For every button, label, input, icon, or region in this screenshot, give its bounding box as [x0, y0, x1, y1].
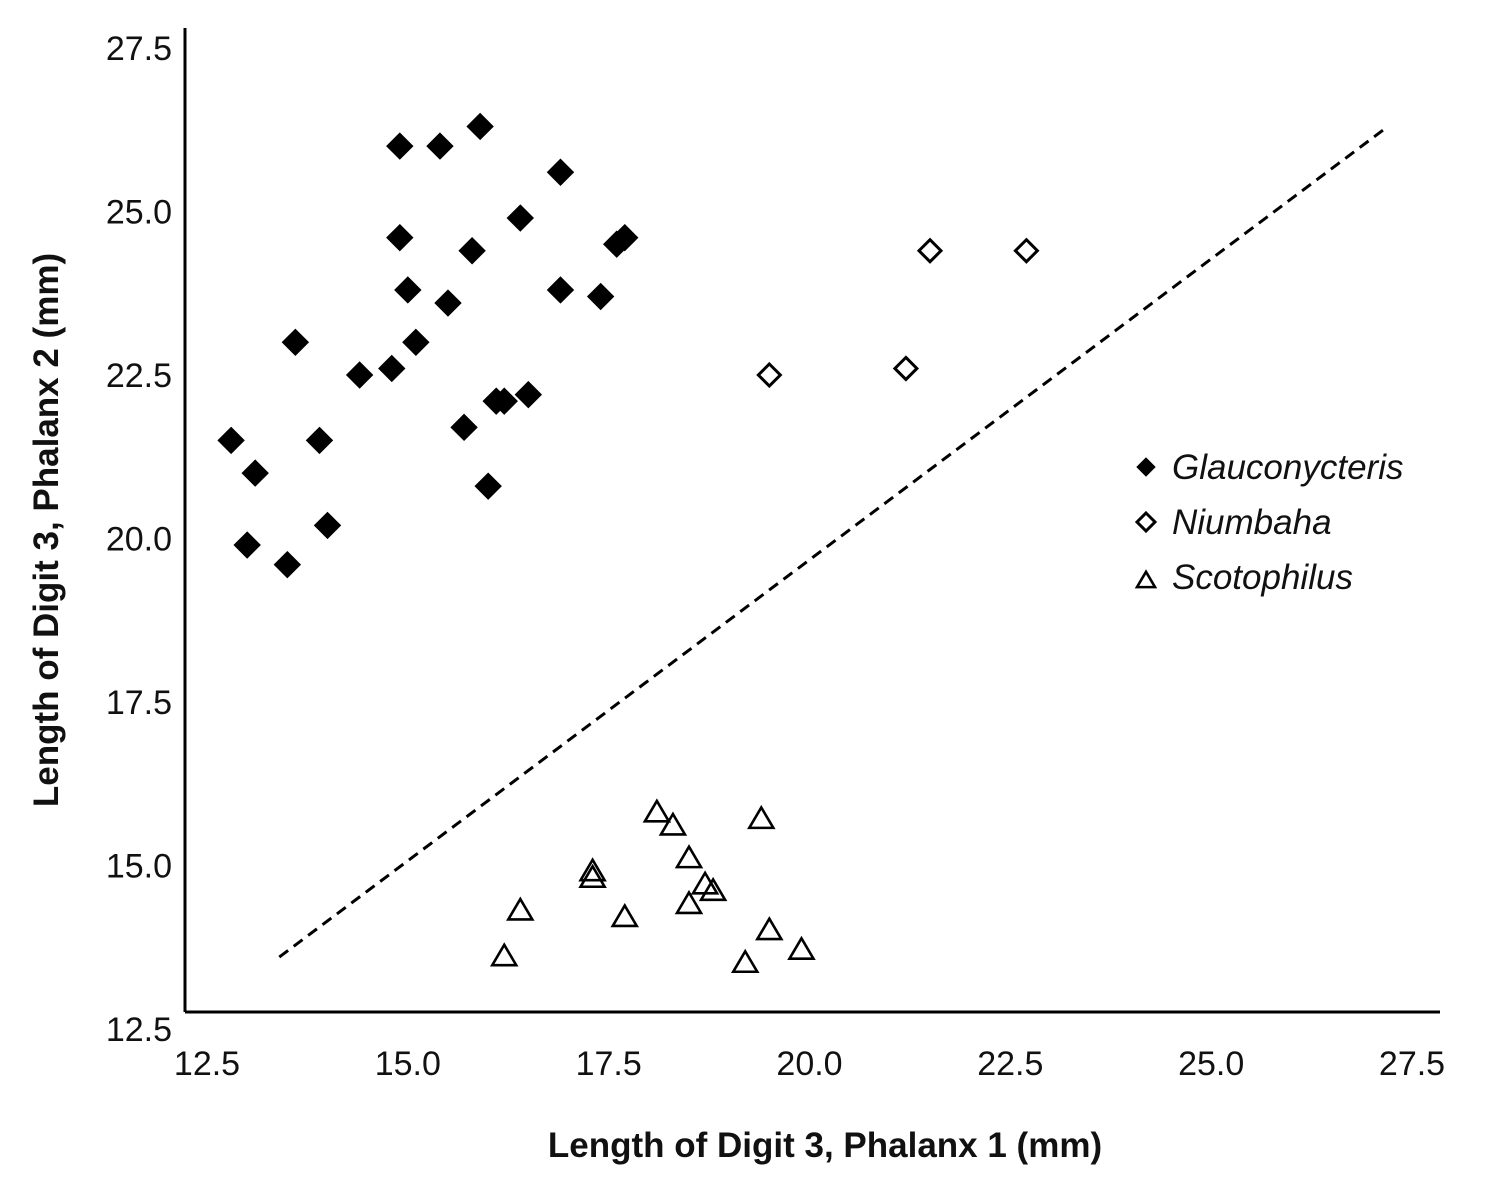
data-point-glauconycteris — [546, 276, 575, 304]
data-point-glauconycteris — [233, 531, 261, 559]
data-point-scotophilus — [787, 935, 816, 960]
x-tick-labels: 12.5 15.0 17.5 20.0 22.5 25.0 27.5 — [174, 1045, 1445, 1083]
data-point-scotophilus — [642, 798, 672, 823]
data-point-glauconycteris — [546, 158, 575, 186]
data-point-glauconycteris — [273, 550, 302, 579]
y-tick-label: 25.0 — [106, 194, 172, 232]
data-point-glauconycteris — [241, 459, 269, 487]
x-tick-label: 20.0 — [776, 1045, 842, 1083]
legend-label-glauconycteris: Glauconycteris — [1172, 448, 1403, 487]
data-point-glauconycteris — [345, 361, 374, 389]
legend-marker-glauconycteris — [1136, 457, 1156, 477]
data-point-glauconycteris — [514, 380, 543, 409]
data-point-scotophilus — [489, 942, 519, 967]
data-point-scotophilus — [578, 863, 607, 889]
data-point-glauconycteris — [313, 511, 342, 540]
data-point-scotophilus — [578, 857, 607, 882]
x-axis-title: Length of Digit 3, Phalanx 1 (mm) — [548, 1126, 1102, 1165]
data-point-glauconycteris — [474, 472, 502, 500]
y-tick-label: 15.0 — [106, 848, 172, 886]
data-point-scotophilus — [730, 948, 760, 974]
x-tick-label: 12.5 — [174, 1045, 240, 1083]
legend-label-niumbaha: Niumbaha — [1172, 503, 1332, 542]
data-point-glauconycteris — [466, 112, 494, 141]
data-point-glauconycteris — [586, 282, 615, 311]
y-tick-label: 22.5 — [106, 357, 172, 395]
data-point-niumbaha — [892, 355, 920, 382]
x-tick-label: 17.5 — [576, 1045, 642, 1083]
data-point-glauconycteris — [305, 426, 334, 455]
data-point-scotophilus — [747, 804, 776, 830]
data-point-glauconycteris — [217, 426, 245, 455]
data-point-glauconycteris — [450, 413, 478, 442]
data-point-glauconycteris — [386, 223, 414, 252]
legend-marker-scotophilus — [1134, 569, 1158, 589]
data-point-scotophilus — [610, 903, 640, 928]
data-point-niumbaha — [1013, 237, 1040, 264]
legend-marker-niumbaha — [1134, 510, 1158, 534]
data-point-glauconycteris — [426, 132, 454, 160]
y-tick-label: 27.5 — [106, 30, 172, 68]
y-tick-label: 17.5 — [106, 684, 172, 722]
x-tick-label: 22.5 — [977, 1045, 1043, 1083]
y-tick-labels: 12.5 15.0 17.5 20.0 22.5 25.0 27.5 — [106, 30, 172, 1049]
legend-label-scotophilus: Scotophilus — [1172, 558, 1353, 597]
data-point-glauconycteris — [378, 354, 406, 383]
data-point-scotophilus — [755, 916, 784, 941]
data-point-glauconycteris — [490, 387, 518, 415]
y-tick-label: 20.0 — [106, 521, 172, 559]
data-point-scotophilus — [506, 896, 535, 921]
data-points — [217, 112, 1040, 974]
data-point-niumbaha — [916, 237, 944, 264]
data-point-glauconycteris — [458, 237, 486, 265]
axes — [183, 28, 1440, 1014]
data-point-niumbaha — [756, 361, 783, 389]
reference-line — [278, 125, 1389, 959]
y-axis-title: Length of Digit 3, Phalanx 2 (mm) — [27, 253, 66, 807]
data-point-glauconycteris — [506, 204, 535, 232]
data-point-glauconycteris — [434, 289, 462, 317]
data-point-glauconycteris — [281, 328, 310, 357]
y-tick-label: 12.5 — [106, 1011, 172, 1049]
data-point-scotophilus — [690, 870, 720, 895]
x-tick-label: 25.0 — [1178, 1045, 1244, 1083]
data-point-glauconycteris — [394, 276, 422, 304]
data-point-glauconycteris — [386, 132, 414, 160]
x-tick-label: 27.5 — [1379, 1045, 1445, 1083]
data-point-scotophilus — [658, 811, 688, 836]
legend: Glauconycteris Niumbaha Scotophilus — [1134, 448, 1403, 597]
data-point-scotophilus — [674, 844, 704, 869]
data-point-glauconycteris — [611, 223, 639, 252]
data-point-glauconycteris — [402, 328, 430, 357]
data-point-scotophilus — [698, 876, 728, 902]
data-point-scotophilus — [674, 889, 704, 915]
x-tick-label: 15.0 — [375, 1045, 441, 1083]
